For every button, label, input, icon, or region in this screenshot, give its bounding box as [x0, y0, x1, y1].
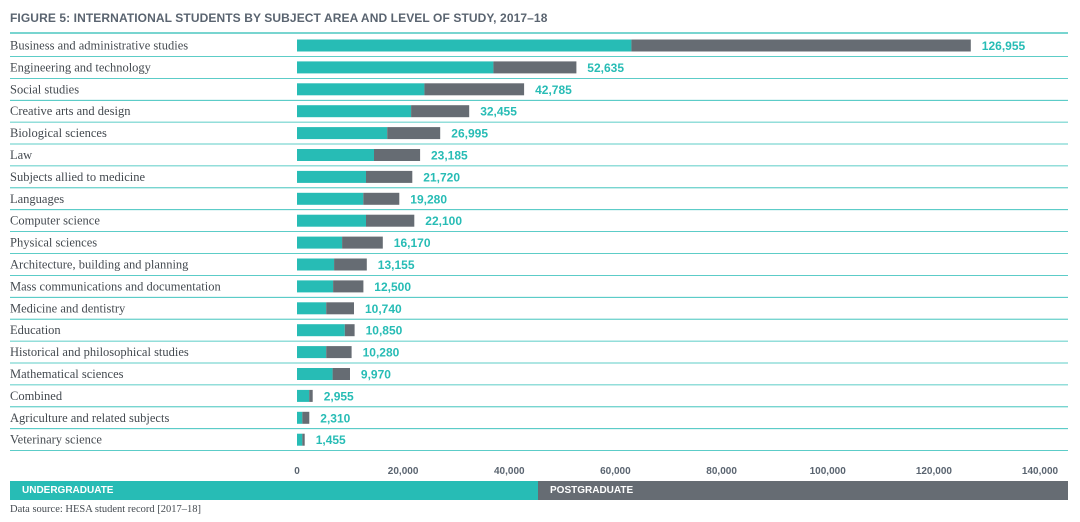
category-label: Engineering and technology	[10, 60, 152, 74]
bar-postgraduate	[366, 170, 413, 183]
category-label: Medicine and dentistry	[10, 301, 126, 315]
x-tick-label: 100,000	[810, 466, 847, 477]
category-label: Creative arts and design	[10, 104, 131, 118]
x-tick-label: 120,000	[916, 466, 953, 477]
bar-postgraduate	[631, 39, 971, 52]
bar-undergraduate	[297, 280, 334, 293]
x-tick-label: 80,000	[706, 466, 737, 477]
bar-undergraduate	[297, 258, 335, 271]
bar-undergraduate	[297, 236, 343, 249]
total-label: 52,635	[587, 61, 624, 75]
total-label: 12,500	[374, 280, 411, 294]
bar-postgraduate	[342, 236, 383, 249]
bar-postgraduate	[366, 214, 415, 227]
bar-postgraduate	[326, 302, 354, 315]
stacked-bar-chart: Business and administrative studies 126,9…	[10, 32, 1068, 477]
total-label: 23,185	[431, 149, 468, 163]
total-label: 26,995	[451, 127, 488, 141]
category-label: Mass communications and documentation	[10, 279, 221, 293]
category-label: Languages	[10, 192, 64, 206]
bar-postgraduate	[334, 258, 367, 271]
total-label: 13,155	[378, 258, 415, 272]
total-label: 10,740	[365, 302, 402, 316]
total-label: 2,310	[320, 411, 350, 425]
total-label: 32,455	[480, 105, 517, 119]
category-label: Veterinary science	[10, 433, 102, 447]
category-label: Architecture, building and planning	[10, 258, 189, 272]
total-label: 16,170	[394, 236, 431, 250]
bar-undergraduate	[297, 170, 366, 183]
total-label: 10,850	[366, 324, 403, 338]
bar-postgraduate	[309, 389, 313, 402]
bar-undergraduate	[297, 411, 303, 424]
bar-undergraduate	[297, 192, 364, 205]
chart-title: FIGURE 5: INTERNATIONAL STUDENTS BY SUBJ…	[10, 11, 548, 25]
category-label: Subjects allied to medicine	[10, 170, 145, 184]
category-label: Computer science	[10, 214, 100, 228]
total-label: 1,455	[316, 433, 346, 447]
bar-postgraduate	[387, 127, 441, 140]
x-tick-label: 140,000	[1022, 466, 1059, 477]
category-label: Agriculture and related subjects	[10, 411, 169, 425]
category-label: Social studies	[10, 82, 79, 96]
total-label: 10,280	[363, 346, 400, 360]
category-label: Historical and philosophical studies	[10, 345, 189, 359]
bar-undergraduate	[297, 39, 632, 52]
bar-postgraduate	[363, 192, 400, 205]
bar-undergraduate	[297, 214, 366, 227]
bar-undergraduate	[297, 368, 333, 380]
x-tick-label: 0	[294, 466, 300, 477]
category-label: Biological sciences	[10, 126, 107, 140]
category-label: Law	[10, 148, 32, 162]
category-label: Physical sciences	[10, 236, 97, 250]
x-tick-label: 20,000	[388, 466, 419, 477]
total-label: 9,970	[361, 368, 391, 382]
bar-undergraduate	[297, 105, 412, 118]
legend-undergraduate: UNDERGRADUATE	[10, 481, 538, 500]
bar-postgraduate	[424, 83, 525, 96]
category-label: Combined	[10, 389, 63, 403]
bar-undergraduate	[297, 83, 425, 96]
x-tick-label: 60,000	[600, 466, 631, 477]
bar-undergraduate	[297, 433, 303, 446]
bar-postgraduate	[302, 433, 305, 446]
total-label: 2,955	[324, 389, 354, 403]
total-label: 126,955	[982, 39, 1026, 53]
category-label: Business and administrative studies	[10, 39, 188, 53]
bar-undergraduate	[297, 127, 388, 140]
total-label: 19,280	[410, 192, 447, 206]
bar-undergraduate	[297, 346, 327, 359]
total-label: 21,720	[423, 170, 460, 184]
bar-postgraduate	[333, 280, 364, 293]
bar-undergraduate	[297, 149, 374, 161]
bar-postgraduate	[326, 346, 352, 359]
bar-undergraduate	[297, 324, 345, 337]
bar-postgraduate	[411, 105, 470, 118]
category-label: Education	[10, 323, 61, 337]
x-tick-label: 40,000	[494, 466, 525, 477]
bar-postgraduate	[302, 411, 310, 424]
bar-undergraduate	[297, 302, 327, 315]
legend-postgraduate: POSTGRADUATE	[538, 481, 1068, 500]
bar-postgraduate	[374, 149, 421, 161]
bar-undergraduate	[297, 61, 494, 74]
total-label: 22,100	[425, 214, 462, 228]
data-source-note: Data source: HESA student record [2017–1…	[10, 504, 201, 515]
bar-postgraduate	[332, 368, 350, 380]
category-label: Mathematical sciences	[10, 367, 124, 381]
bar-undergraduate	[297, 389, 310, 402]
bar-postgraduate	[493, 61, 577, 74]
total-label: 42,785	[535, 83, 572, 97]
bar-postgraduate	[344, 324, 355, 337]
